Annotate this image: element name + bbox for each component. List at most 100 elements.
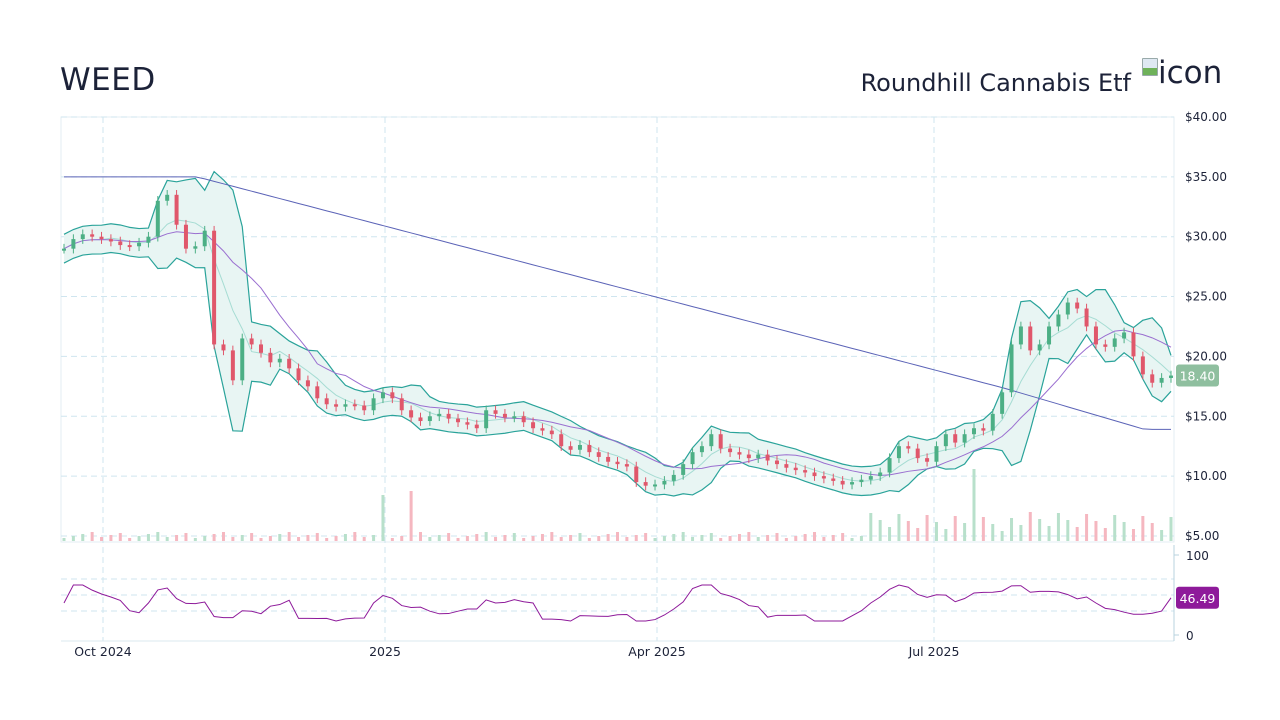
candle-down — [1084, 308, 1089, 327]
volume-bar — [1169, 517, 1173, 541]
volume-bar — [1131, 529, 1135, 541]
candle-down — [315, 386, 320, 399]
price-frame — [60, 116, 1175, 543]
volume-bar — [193, 538, 197, 541]
fund-logo-icon: icon — [1142, 58, 1222, 89]
volume-bar — [1075, 527, 1079, 541]
volume-bar — [691, 537, 695, 541]
candle-up — [146, 236, 151, 243]
rsi-panel — [63, 584, 1172, 622]
candle-up — [137, 242, 142, 247]
candle-up — [1009, 344, 1014, 393]
volume-bar — [1085, 514, 1089, 541]
candle-up — [868, 476, 873, 480]
candle-up — [878, 472, 883, 477]
candle-up — [437, 413, 442, 417]
current-rsi-label: 46.49 — [1180, 591, 1216, 606]
volume-bar — [981, 517, 985, 541]
price-tick-label: $20.00 — [1185, 349, 1227, 363]
candle-down — [568, 446, 573, 450]
candle-up — [1169, 375, 1173, 378]
volume-bar — [325, 538, 329, 541]
rsi-line — [63, 584, 1172, 622]
time-tick-label: Jul 2025 — [908, 644, 960, 659]
volume-bar — [1047, 526, 1051, 541]
volume-bar — [916, 528, 920, 541]
rsi-tick-100: 100 — [1186, 549, 1209, 563]
candle-up — [850, 482, 855, 485]
volume-bar — [456, 538, 460, 541]
volume-bar — [447, 533, 451, 541]
candle-down — [728, 448, 733, 453]
candle-down — [1150, 374, 1155, 383]
volume-bar — [259, 538, 263, 541]
volume-bar — [681, 532, 685, 541]
volume-bar — [662, 536, 666, 541]
volume-bar — [888, 527, 892, 541]
candle-down — [324, 398, 329, 405]
candle-down — [981, 428, 986, 431]
volume-bar — [953, 516, 957, 541]
candle-down — [840, 480, 845, 485]
volume-bar — [616, 532, 619, 541]
candle-down — [718, 434, 723, 449]
volume-bar — [906, 521, 910, 541]
volume-bar — [71, 536, 75, 541]
candle-down — [1131, 332, 1136, 357]
bollinger-bands — [63, 170, 1172, 497]
volume-bar — [1019, 525, 1023, 541]
volume-bar — [822, 537, 826, 541]
volume-bar — [212, 534, 216, 541]
candle-up — [1112, 338, 1117, 347]
volume-bar — [634, 535, 638, 541]
volume-bars — [62, 469, 1173, 541]
candle-up — [943, 434, 948, 447]
volume-bar — [484, 532, 488, 541]
candle-up — [1159, 377, 1164, 383]
candle-up — [277, 358, 282, 363]
candle-down — [1103, 344, 1108, 347]
volume-bar — [531, 536, 535, 541]
volume-bar — [972, 469, 976, 541]
candle-down — [624, 464, 629, 467]
volume-bar — [1141, 516, 1145, 541]
volume-bar — [737, 534, 741, 541]
candle-up — [1047, 326, 1052, 345]
candle-down — [1075, 302, 1080, 309]
volume-bar — [268, 536, 272, 541]
candle-up — [756, 454, 761, 459]
candle-up — [71, 239, 76, 249]
candle-down — [99, 236, 104, 240]
volume-bar — [118, 533, 122, 541]
volume-bar — [137, 536, 141, 541]
sma-200-line — [64, 176, 1171, 430]
volume-bar — [437, 535, 441, 541]
candle-up — [1037, 344, 1042, 351]
volume-bar — [240, 535, 244, 541]
volume-bar — [100, 537, 104, 541]
bollinger-upper — [63, 170, 1172, 468]
candle-down — [606, 456, 611, 462]
volume-bar — [963, 523, 967, 541]
candle-up — [690, 452, 695, 465]
volume-bar — [925, 515, 929, 541]
time-tick-label: 2025 — [369, 644, 401, 659]
volume-bar — [803, 534, 807, 541]
candle-down — [259, 344, 264, 353]
axes: $40.00 $35.00 $30.00 $25.00 $20.00 $15.00 $10.… — [74, 110, 1227, 659]
candle-up — [62, 248, 66, 251]
candle-down — [831, 478, 836, 481]
fund-name: Roundhill Cannabis Etf — [860, 69, 1131, 97]
volume-bar — [578, 533, 582, 541]
volume-bar — [465, 536, 469, 541]
volume-bar — [850, 538, 854, 541]
volume-bar — [381, 495, 385, 541]
volume-bar — [1010, 518, 1014, 541]
current-price-badge — [1176, 364, 1219, 387]
candle-down — [906, 446, 911, 449]
candle-down — [746, 454, 751, 459]
volume-bar — [522, 538, 526, 541]
candle-down — [334, 404, 339, 407]
volume-bar — [672, 534, 676, 541]
